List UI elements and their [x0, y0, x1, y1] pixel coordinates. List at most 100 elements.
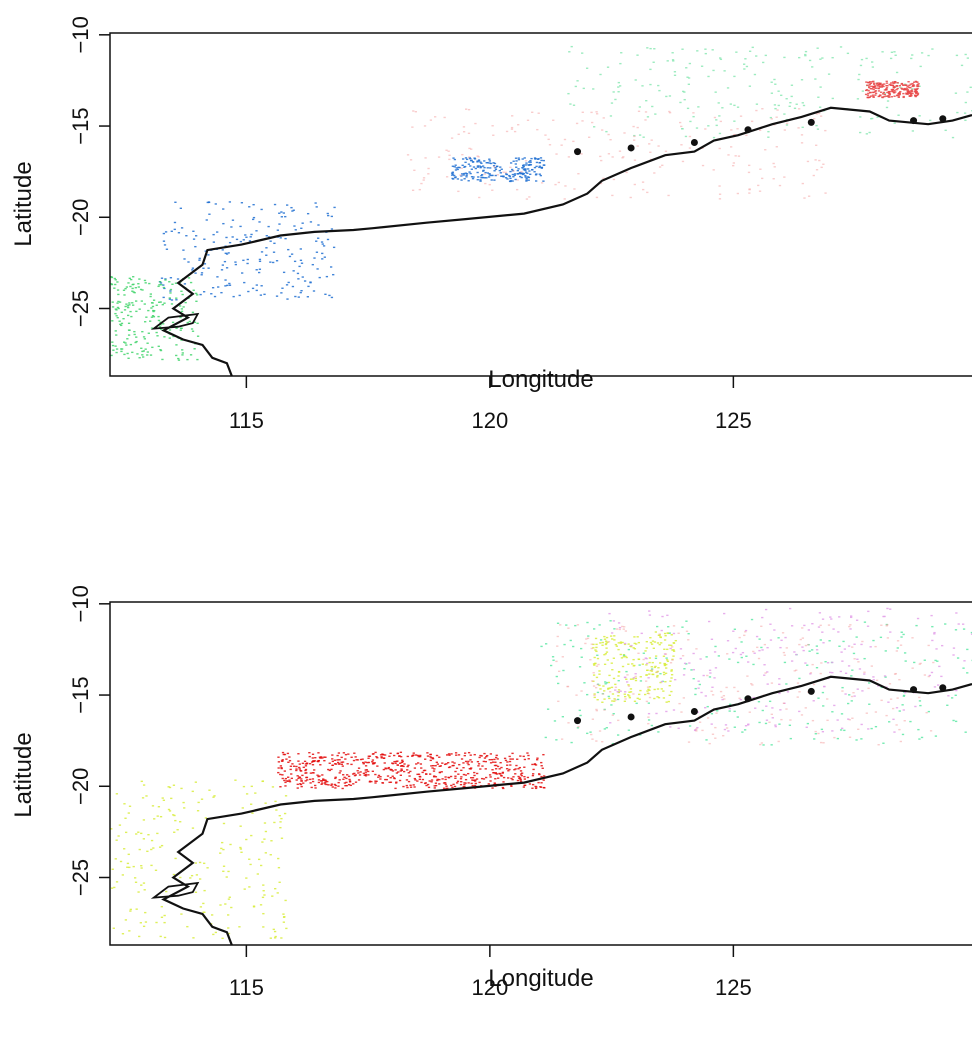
- violet-north-point: [840, 727, 844, 730]
- yellow-north-point: [648, 657, 652, 659]
- green-north-point: [851, 669, 854, 671]
- pink-shelf-point: [758, 129, 762, 132]
- violet-north-point: [883, 675, 887, 677]
- red-patch-point: [886, 91, 889, 94]
- red-shelf-point: [473, 771, 476, 774]
- violet-north-point: [713, 651, 717, 653]
- yellow-north-point: [625, 678, 628, 680]
- red-shelf-point: [519, 779, 522, 781]
- red-patch-point: [868, 86, 871, 89]
- northwest-blue-point: [273, 203, 277, 206]
- red-shelf-point: [400, 761, 404, 764]
- southern-green-point: [124, 342, 127, 344]
- pink-north-point: [796, 682, 800, 684]
- x-axis-tick-label: 120: [472, 408, 509, 433]
- pink-shelf-point: [815, 169, 819, 171]
- green-north-point: [705, 656, 708, 658]
- pink-north-point: [809, 672, 813, 674]
- yellow-west-coast-point: [170, 797, 173, 800]
- pink-north-point: [820, 662, 823, 664]
- red-shelf-point: [374, 751, 377, 754]
- northwest-blue-point: [258, 260, 262, 263]
- red-shelf-point: [364, 775, 368, 777]
- pink-north-point: [644, 680, 648, 682]
- red-shelf-point: [441, 762, 444, 764]
- pink-north-point: [841, 690, 844, 692]
- green-north-point: [544, 643, 548, 645]
- green-north-point: [789, 737, 792, 740]
- southern-green-point: [186, 358, 189, 361]
- pink-north-point: [678, 702, 681, 705]
- red-patch-point: [889, 84, 893, 86]
- southern-green-point: [139, 288, 143, 291]
- pink-north-point: [567, 627, 570, 629]
- green-north-point: [970, 631, 972, 634]
- northwest-blue-point: [202, 267, 205, 269]
- violet-north-point: [856, 688, 859, 690]
- violet-north-point: [710, 723, 713, 725]
- red-patch-point: [881, 84, 884, 87]
- yellow-west-coast-point: [126, 866, 129, 868]
- southern-green-point: [144, 348, 147, 350]
- northern-green-point: [593, 126, 596, 128]
- northwest-blue-point: [279, 237, 282, 239]
- southern-green-point: [180, 310, 184, 313]
- southern-green-point: [168, 337, 171, 339]
- northern-green-point: [966, 91, 969, 93]
- red-shelf-point: [519, 773, 523, 775]
- red-patch-point: [893, 92, 896, 94]
- green-north-point: [605, 727, 608, 729]
- pink-shelf-point: [547, 138, 550, 141]
- violet-north-point: [815, 649, 819, 651]
- northwest-blue-point: [247, 290, 250, 293]
- yellow-west-coast-point: [274, 935, 277, 938]
- violet-north-point: [753, 652, 756, 654]
- yellow-north-point: [619, 642, 623, 644]
- red-shelf-point: [388, 781, 391, 784]
- northwest-blue-point: [169, 277, 173, 279]
- yellow-west-coast-point: [257, 858, 261, 861]
- pink-north-point: [592, 672, 595, 674]
- yellow-west-coast-point: [194, 891, 198, 893]
- northwest-blue-point: [200, 272, 204, 274]
- violet-north-point: [731, 651, 735, 654]
- pink-shelf-point: [513, 130, 517, 133]
- violet-north-point: [645, 662, 649, 665]
- red-shelf-point: [308, 755, 311, 758]
- northwest-blue-point: [258, 221, 261, 223]
- violet-north-point: [726, 640, 730, 642]
- yellow-north-point: [605, 651, 609, 653]
- pink-shelf-point: [491, 125, 494, 127]
- red-shelf-point: [464, 778, 468, 781]
- red-patch-point: [914, 95, 917, 97]
- violet-north-point: [812, 700, 815, 702]
- red-shelf-point: [434, 782, 438, 784]
- northwest-blue-point: [208, 213, 211, 215]
- yellow-west-coast-point: [113, 886, 116, 889]
- red-patch-point: [885, 87, 889, 89]
- violet-north-point: [850, 615, 853, 617]
- violet-north-point: [764, 608, 768, 611]
- northwest-blue-point: [228, 241, 232, 244]
- red-shelf-point: [432, 764, 435, 767]
- pink-north-point: [687, 639, 690, 641]
- red-shelf-point: [371, 763, 375, 765]
- red-shelf-point: [352, 783, 355, 785]
- pink-shelf-point: [667, 194, 670, 197]
- green-north-point: [668, 632, 671, 634]
- red-shelf-point: [367, 774, 370, 776]
- red-patch-point: [902, 88, 905, 90]
- northern-green-point: [918, 85, 921, 87]
- red-patch-point: [898, 84, 902, 87]
- northern-green-point: [645, 100, 648, 102]
- northwest-blue-point: [299, 291, 302, 294]
- offshore-blue-point: [523, 157, 526, 159]
- yellow-north-point: [592, 663, 596, 665]
- red-shelf-point: [292, 765, 296, 767]
- top-map-chart: 115 120 125−10−15−20−25 Longitude Latitude: [10, 16, 972, 433]
- pink-shelf-point: [457, 133, 460, 136]
- green-north-point: [850, 675, 853, 677]
- yellow-north-point: [628, 695, 631, 697]
- pink-shelf-point: [470, 148, 473, 150]
- pink-north-point: [756, 646, 759, 649]
